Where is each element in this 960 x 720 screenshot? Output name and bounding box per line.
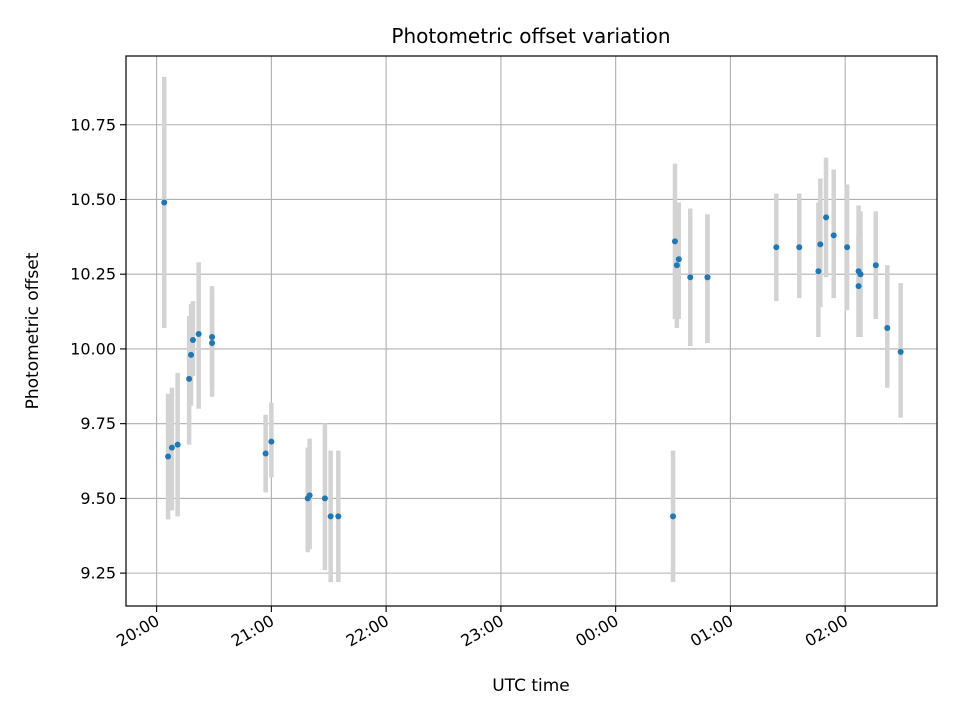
data-point — [209, 339, 216, 346]
data-point — [186, 375, 193, 382]
data-point — [161, 199, 168, 206]
data-point — [817, 241, 824, 248]
y-tick-label: 9.25 — [80, 564, 116, 583]
data-point — [897, 348, 904, 355]
data-point — [844, 244, 851, 251]
data-point — [823, 214, 830, 221]
data-point — [306, 492, 313, 499]
plot-area — [126, 56, 937, 606]
data-point — [872, 262, 879, 269]
data-point — [168, 444, 175, 451]
y-tick-label: 10.25 — [70, 265, 116, 284]
plot-frame — [125, 55, 938, 607]
data-point — [855, 283, 862, 290]
data-point — [670, 513, 677, 520]
data-point — [773, 244, 780, 251]
data-point — [884, 325, 891, 332]
data-point — [321, 495, 328, 502]
grid-layer — [126, 56, 937, 606]
y-axis-ticks: 9.25 9.50 9.75 10.00 10.25 10.50 10.75 — [70, 115, 126, 583]
data-point — [335, 513, 342, 520]
y-tick-label: 10.00 — [70, 339, 116, 358]
data-point — [327, 513, 334, 520]
data-point — [796, 244, 803, 251]
data-point — [189, 336, 196, 343]
y-tick-label: 9.75 — [80, 414, 116, 433]
y-tick-label: 10.50 — [70, 190, 116, 209]
data-point — [174, 441, 181, 448]
data-point — [165, 453, 172, 460]
data-point — [687, 274, 694, 281]
y-tick-label: 9.50 — [80, 489, 116, 508]
x-axis-title: UTC time — [492, 676, 570, 696]
data-point — [671, 238, 678, 245]
data-point — [188, 351, 195, 358]
point-layer — [161, 199, 904, 520]
y-tick-label: 10.75 — [70, 115, 116, 134]
y-axis-title: Photometric offset — [23, 252, 43, 409]
data-point — [195, 330, 202, 337]
data-point — [268, 438, 275, 445]
data-point — [675, 256, 682, 263]
data-point — [857, 271, 864, 278]
data-point — [704, 274, 711, 281]
data-point — [262, 450, 269, 457]
data-point — [815, 268, 822, 275]
data-point — [209, 333, 216, 340]
data-point — [830, 232, 837, 239]
chart-title: Photometric offset variation — [391, 24, 670, 48]
data-point — [673, 262, 680, 269]
